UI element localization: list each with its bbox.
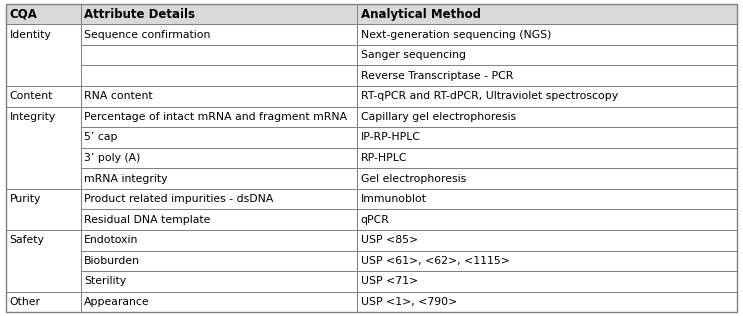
Bar — [357, 65, 737, 86]
Bar — [357, 45, 737, 65]
Bar — [6, 106, 80, 189]
Bar — [6, 86, 80, 106]
Text: Other: Other — [10, 297, 41, 307]
Text: IP-RP-HPLC: IP-RP-HPLC — [360, 132, 421, 143]
Bar — [80, 45, 357, 65]
Text: Gel electrophoresis: Gel electrophoresis — [360, 173, 466, 184]
Bar — [80, 127, 357, 148]
Text: Sanger sequencing: Sanger sequencing — [360, 50, 466, 60]
Text: mRNA integrity: mRNA integrity — [84, 173, 168, 184]
Text: Percentage of intact mRNA and fragment mRNA: Percentage of intact mRNA and fragment m… — [84, 112, 348, 122]
Text: USP <1>, <790>: USP <1>, <790> — [360, 297, 457, 307]
Bar — [6, 189, 80, 230]
Bar — [80, 251, 357, 271]
Bar — [357, 106, 737, 127]
Bar — [357, 4, 737, 24]
Bar — [80, 24, 357, 45]
Text: RT-qPCR and RT-dPCR, Ultraviolet spectroscopy: RT-qPCR and RT-dPCR, Ultraviolet spectro… — [360, 91, 617, 101]
Bar — [80, 189, 357, 210]
Bar — [80, 4, 357, 24]
Bar — [357, 230, 737, 251]
Text: Residual DNA template: Residual DNA template — [84, 215, 210, 225]
Bar — [80, 230, 357, 251]
Text: Analytical Method: Analytical Method — [360, 8, 481, 21]
Text: USP <85>: USP <85> — [360, 235, 418, 245]
Bar — [80, 168, 357, 189]
Text: USP <71>: USP <71> — [360, 276, 418, 286]
Bar — [357, 271, 737, 292]
Bar — [80, 148, 357, 168]
Bar — [80, 86, 357, 106]
Bar — [6, 24, 80, 86]
Text: Integrity: Integrity — [10, 112, 56, 122]
Text: Purity: Purity — [10, 194, 41, 204]
Text: Sterility: Sterility — [84, 276, 126, 286]
Text: Attribute Details: Attribute Details — [84, 8, 195, 21]
Text: Reverse Transcriptase - PCR: Reverse Transcriptase - PCR — [360, 71, 513, 81]
Bar — [80, 65, 357, 86]
Text: Sequence confirmation: Sequence confirmation — [84, 30, 210, 40]
Bar — [357, 292, 737, 312]
Text: 5’ cap: 5’ cap — [84, 132, 117, 143]
Text: Content: Content — [10, 91, 53, 101]
Text: Immunoblot: Immunoblot — [360, 194, 426, 204]
Bar — [6, 4, 80, 24]
Text: Capillary gel electrophoresis: Capillary gel electrophoresis — [360, 112, 516, 122]
Bar — [357, 86, 737, 106]
Bar — [6, 292, 80, 312]
Bar — [80, 271, 357, 292]
Bar — [80, 292, 357, 312]
Text: Safety: Safety — [10, 235, 45, 245]
Text: Identity: Identity — [10, 30, 51, 40]
Bar — [357, 148, 737, 168]
Text: qPCR: qPCR — [360, 215, 389, 225]
Bar — [357, 210, 737, 230]
Text: CQA: CQA — [10, 8, 38, 21]
Bar — [80, 106, 357, 127]
Text: Product related impurities - dsDNA: Product related impurities - dsDNA — [84, 194, 273, 204]
Text: RP-HPLC: RP-HPLC — [360, 153, 407, 163]
Bar — [357, 189, 737, 210]
Bar — [80, 210, 357, 230]
Text: 3’ poly (A): 3’ poly (A) — [84, 153, 140, 163]
Text: Endotoxin: Endotoxin — [84, 235, 139, 245]
Text: RNA content: RNA content — [84, 91, 153, 101]
Bar — [357, 251, 737, 271]
Text: Appearance: Appearance — [84, 297, 150, 307]
Text: Bioburden: Bioburden — [84, 256, 140, 266]
Bar — [357, 168, 737, 189]
Bar — [357, 127, 737, 148]
Text: Next-generation sequencing (NGS): Next-generation sequencing (NGS) — [360, 30, 551, 40]
Bar — [6, 230, 80, 292]
Bar — [357, 24, 737, 45]
Text: USP <61>, <62>, <1115>: USP <61>, <62>, <1115> — [360, 256, 510, 266]
